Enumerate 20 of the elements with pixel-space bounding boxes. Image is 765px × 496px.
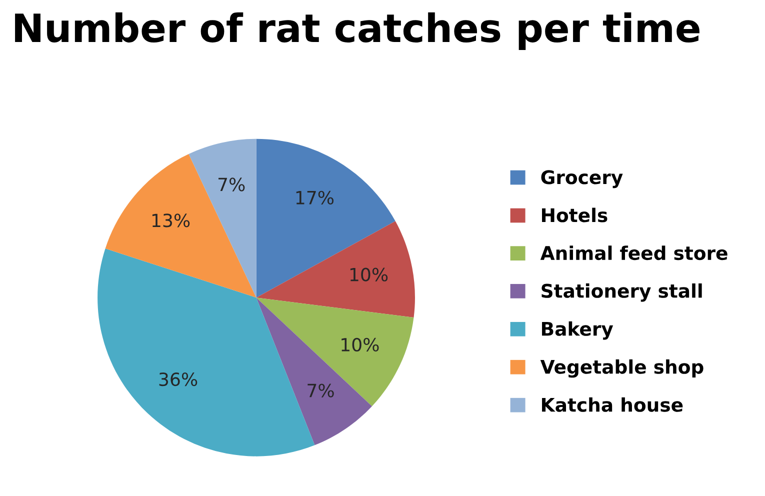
legend-label: Vegetable shop bbox=[540, 359, 704, 378]
pie-slice bbox=[105, 154, 256, 298]
legend-label: Hotels bbox=[542, 208, 608, 222]
data-label: 7% bbox=[308, 384, 334, 398]
legend-label: Katcha house bbox=[542, 397, 683, 412]
pie-slice bbox=[188, 138, 256, 298]
data-label: 7% bbox=[218, 178, 245, 192]
chart-title: Number of rat catches per time bbox=[15, 12, 700, 50]
data-label: 17% bbox=[296, 190, 334, 204]
pie-slice bbox=[256, 221, 415, 318]
data-label: 10% bbox=[350, 268, 388, 282]
data-label: 13% bbox=[152, 214, 190, 228]
data-label: 36% bbox=[159, 372, 198, 386]
legend-label: Bakery bbox=[542, 321, 614, 340]
legend-label: Stationery stall bbox=[542, 283, 702, 302]
legend-label: Grocery bbox=[541, 170, 623, 188]
legend-label: Animal feed store bbox=[540, 246, 728, 260]
data-label: 10% bbox=[342, 338, 379, 352]
pie-slice bbox=[256, 138, 396, 298]
pie-slice bbox=[256, 298, 414, 406]
